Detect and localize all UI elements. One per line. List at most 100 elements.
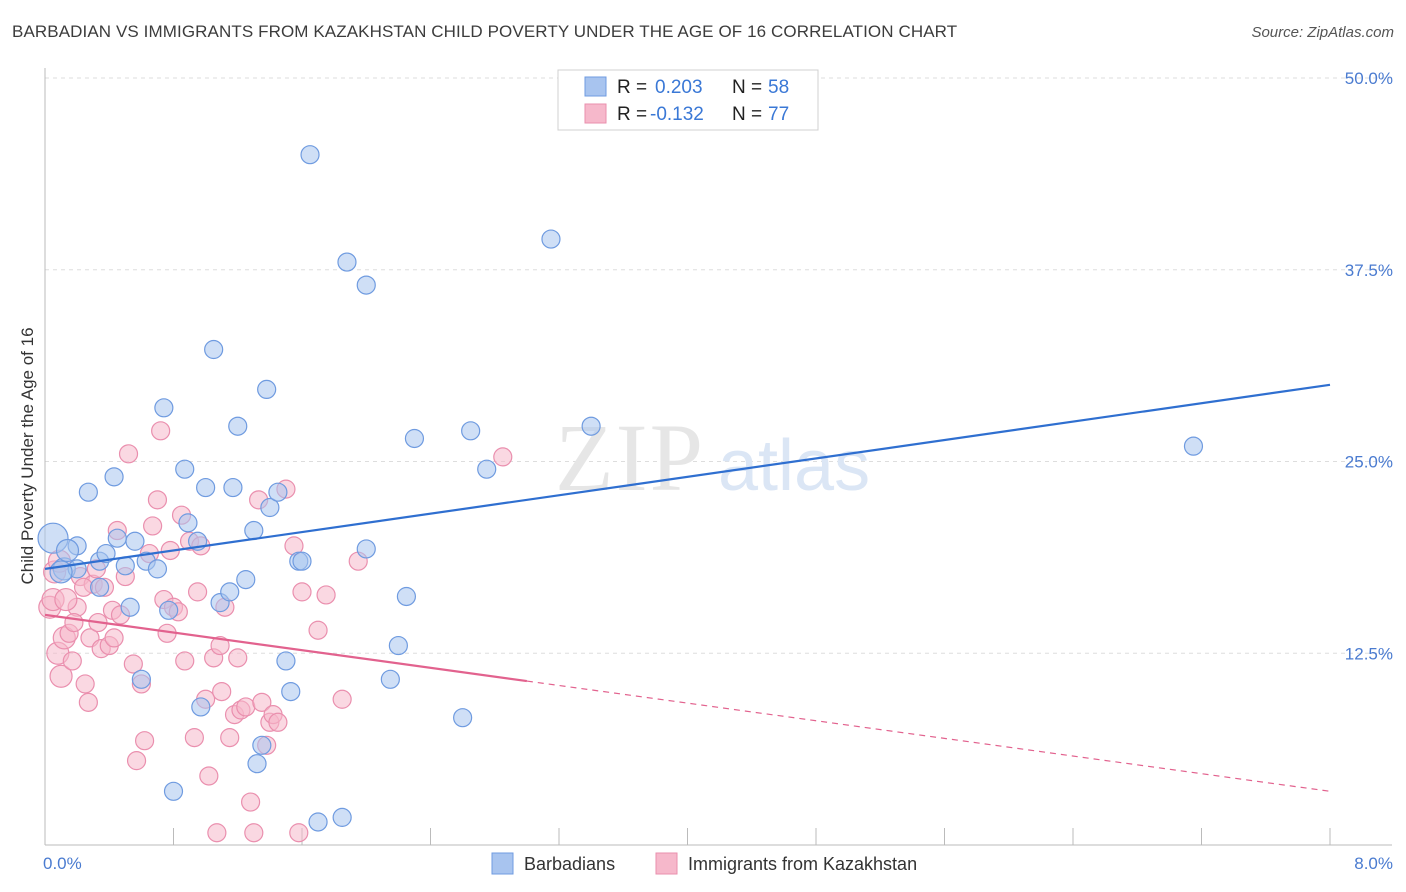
kazakhstan-point-53: [241, 792, 261, 812]
kazakhstan-point-45: [210, 635, 230, 656]
x-tick-label-1: 8.0%: [1354, 854, 1393, 873]
kazakhstan-point-25: [134, 731, 155, 751]
legend-r-label-2: R =: [617, 104, 647, 125]
source-credit: Source: ZipAtlas.com: [1251, 24, 1394, 41]
barbadians-point-18: [163, 781, 184, 801]
bottom-legend-swatch-kazakhstan: [655, 852, 678, 875]
barbadians-point-50: [453, 708, 473, 728]
kazakhstan-point-54: [244, 823, 264, 843]
kazakhstan-point-65: [308, 620, 328, 640]
kazakhstan-point-73: [64, 612, 84, 633]
axes: 12.5% 25.0% 37.5% 50.0% 0.0% 8.0%: [43, 68, 1393, 873]
barbadians-point-22: [191, 697, 211, 717]
series-barbadians-points: [37, 145, 1204, 832]
kazakhstan-point-39: [187, 582, 208, 602]
kazakhstan-point-3: [49, 664, 73, 688]
barbadians-point-31: [247, 754, 267, 774]
kazakhstan-point-36: [175, 651, 195, 671]
trend-lines: [44, 383, 1331, 792]
barbadians-point-39: [292, 551, 312, 571]
legend-n-value-1: 58: [768, 77, 789, 98]
kazakhstan-point-69: [493, 447, 513, 467]
barbadians-point-29: [236, 570, 256, 590]
barbadians-point-53: [541, 229, 561, 249]
watermark-atlas: atlas: [718, 426, 870, 506]
legend-n-label-2: N =: [732, 104, 762, 125]
kazakhstan-point-6: [62, 651, 82, 671]
y-axis-label: Child Poverty Under the Age of 16: [18, 327, 37, 584]
bottom-legend: Barbadians Immigrants from Kazakhstan: [491, 852, 917, 875]
barbadians-point-9: [107, 528, 127, 548]
barbadians-point-35: [268, 482, 288, 502]
kazakhstan-point-21: [118, 444, 139, 464]
trend-line-barbadians: [44, 383, 1331, 570]
bottom-legend-label-barbadians: Barbadians: [524, 854, 615, 874]
barbadians-point-44: [356, 275, 376, 295]
kazakhstan-point-76: [104, 628, 124, 648]
barbadians-point-33: [257, 379, 277, 400]
kazakhstan-point-38: [184, 728, 204, 748]
barbadians-point-56: [49, 560, 73, 584]
barbadians-point-37: [281, 681, 301, 702]
y-tick-label-2: 37.5%: [1345, 261, 1393, 280]
barbadians-point-8: [104, 467, 124, 487]
kazakhstan-point-42: [199, 766, 219, 786]
legend-r-value-1: 0.203: [655, 77, 703, 98]
legend-r-label-1: R =: [617, 77, 647, 98]
kazakhstan-point-72: [54, 587, 78, 612]
kazakhstan-point-48: [220, 728, 240, 748]
barbadians-point-32: [252, 735, 272, 755]
barbadians-point-27: [223, 477, 243, 498]
barbadians-point-26: [220, 582, 240, 602]
x-tick-label-0: 0.0%: [43, 854, 82, 873]
barbadians-point-19: [175, 459, 195, 479]
kazakhstan-point-66: [316, 585, 336, 605]
kazakhstan-point-63: [289, 823, 309, 843]
legend-swatch-barbadians: [584, 76, 607, 97]
barbadians-point-24: [204, 339, 224, 360]
barbadians-point-47: [388, 635, 408, 656]
kazakhstan-point-60: [268, 712, 288, 732]
kazakhstan-point-44: [207, 823, 227, 843]
kazakhstan-point-50: [228, 648, 248, 668]
barbadians-point-45: [356, 539, 376, 559]
barbadians-point-40: [300, 145, 320, 165]
kazakhstan-point-28: [147, 490, 168, 510]
legend-swatch-kazakhstan: [584, 103, 607, 124]
kazakhstan-point-74: [73, 577, 94, 597]
kazakhstan-point-67: [332, 689, 352, 709]
barbadians-point-42: [332, 807, 352, 827]
barbadians-point-5: [90, 577, 110, 597]
kazakhstan-point-52: [236, 697, 256, 717]
watermark-zip: ZIP: [555, 404, 705, 511]
barbadians-point-55: [1183, 436, 1204, 456]
barbadians-point-10: [115, 556, 135, 576]
barbadians-point-13: [131, 669, 151, 689]
grid-lines: [45, 77, 1392, 654]
barbadians-point-11: [120, 597, 140, 617]
kazakhstan-point-27: [143, 516, 163, 536]
barbadians-point-15: [147, 559, 168, 579]
y-tick-label-1: 25.0%: [1345, 453, 1393, 472]
barbadians-point-48: [404, 428, 425, 449]
barbadians-point-46: [380, 669, 400, 689]
legend-r-value-2: -0.132: [650, 104, 704, 125]
barbadians-point-4: [78, 482, 98, 502]
kazakhstan-point-22: [123, 654, 143, 674]
y-tick-label-0: 12.5%: [1345, 644, 1393, 663]
trend-line-kazakhstan-solid: [44, 613, 528, 683]
barbadians-point-52: [477, 459, 497, 479]
y-tick-label-3: 50.0%: [1345, 69, 1393, 88]
kazakhstan-point-9: [75, 674, 95, 694]
barbadians-point-43: [337, 252, 357, 272]
trend-line-kazakhstan-dashed: [526, 680, 1331, 792]
watermark: ZIP atlas: [555, 404, 870, 511]
legend-n-label-1: N =: [732, 77, 762, 98]
top-legend: R = 0.203 N = 58 R = -0.132 N = 77: [557, 69, 819, 131]
barbadians-point-20: [178, 513, 198, 533]
barbadians-point-30: [244, 520, 264, 541]
barbadians-point-34: [260, 497, 280, 518]
kazakhstan-point-23: [126, 751, 147, 771]
barbadians-point-12: [125, 531, 145, 551]
